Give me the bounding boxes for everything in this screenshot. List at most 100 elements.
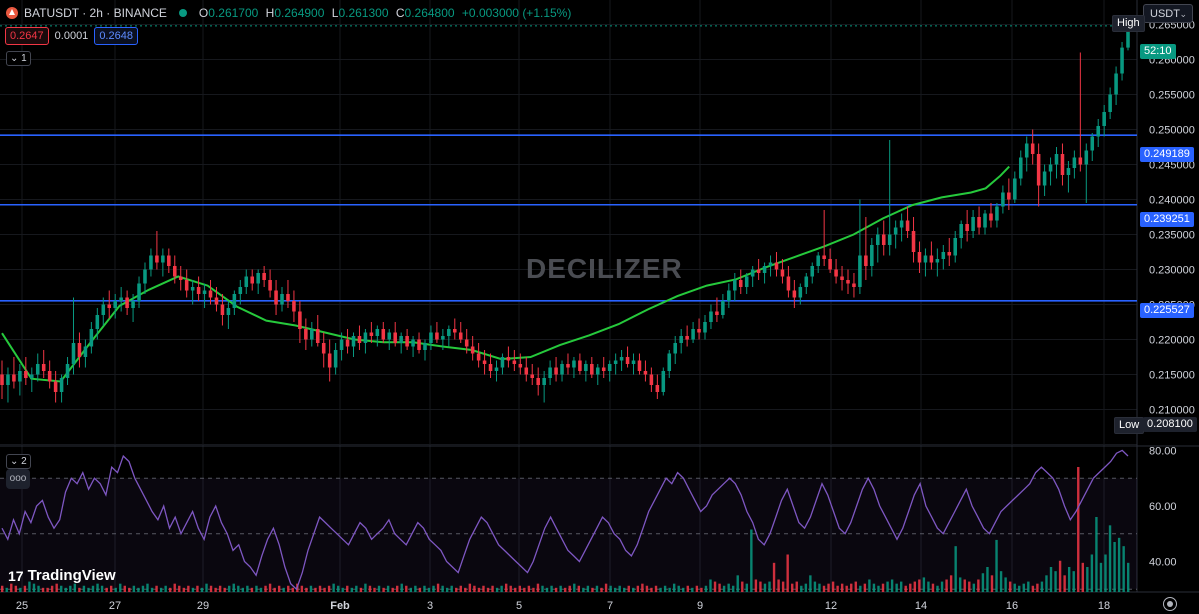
volume-bar: [259, 587, 263, 592]
volume-bar: [1004, 577, 1007, 592]
time-tick-label: 7: [607, 600, 613, 612]
volume-bar: [541, 585, 544, 592]
volume-bar: [791, 583, 794, 592]
candle-body: [983, 213, 987, 228]
volume-bar: [840, 583, 844, 592]
volume-bar: [305, 587, 308, 592]
candle-body: [1013, 178, 1017, 200]
time-tick-label: 25: [16, 600, 28, 612]
volume-bar: [1108, 525, 1112, 592]
volume-bar: [654, 585, 658, 592]
candle-body: [274, 290, 278, 305]
volume-bar: [641, 583, 644, 592]
volume-bar: [323, 587, 326, 592]
candle-body: [1007, 192, 1011, 200]
volume-bar: [800, 585, 803, 592]
volume-bar: [623, 587, 626, 592]
volume-bar: [1027, 581, 1030, 592]
price-axis[interactable]: 0.2100000.2150000.2200000.2250000.230000…: [1149, 20, 1195, 417]
volume-bar: [445, 587, 449, 592]
volume-bar: [287, 585, 290, 592]
volume-bar: [500, 585, 503, 592]
candle-body: [345, 339, 350, 347]
volume-bar: [532, 587, 535, 592]
volume-bar: [804, 583, 808, 592]
candle-body: [304, 329, 308, 340]
volume-bar: [214, 587, 217, 592]
volume-bar: [777, 579, 780, 592]
candle-body: [685, 336, 689, 340]
high-label: H: [265, 6, 275, 20]
volume-bar: [518, 585, 521, 592]
candle-body: [989, 213, 993, 221]
volume-bar: [659, 587, 662, 592]
volume-bar: [450, 585, 453, 592]
candle-body: [238, 287, 243, 294]
symbol-line[interactable]: BATUSDT · 2h · BINANCE: [24, 6, 167, 20]
candle-body: [423, 343, 427, 350]
candle-body: [453, 329, 457, 333]
volume-bar: [618, 585, 621, 592]
volume-bar: [359, 587, 363, 592]
volume-bar: [473, 585, 476, 592]
volume-bar: [237, 585, 240, 592]
candle-body: [83, 346, 88, 357]
main-pane-toggle[interactable]: ⌄ 1: [6, 51, 31, 66]
volume-bar: [246, 585, 249, 592]
volume-bar: [709, 579, 712, 592]
open-value: 0.261700: [208, 6, 259, 20]
volume-bar: [949, 575, 953, 592]
volume-bar: [486, 587, 490, 592]
buy-button[interactable]: 0.2648: [94, 27, 138, 45]
volume-bar: [455, 587, 458, 592]
volume-bar: [137, 587, 140, 592]
volume-bar: [836, 585, 839, 592]
level-tag-3[interactable]: 0.225527: [1140, 303, 1194, 318]
volume-bar: [586, 585, 590, 592]
candle-body: [107, 304, 112, 308]
candle-body: [172, 266, 177, 277]
volume-bar: [1063, 575, 1066, 592]
symbol-legend[interactable]: BATUSDT · 2h · BINANCE O0.261700 H0.2649…: [6, 6, 575, 20]
candle-body: [202, 290, 207, 294]
volume-bar: [727, 583, 730, 592]
volume-bar: [781, 581, 785, 592]
candle-body: [119, 297, 123, 301]
horizontal-levels[interactable]: [0, 25, 1137, 302]
price-tick-label: 0.220000: [1149, 335, 1195, 347]
volume-bar: [28, 581, 31, 592]
candle-body: [1108, 94, 1112, 112]
volume-bar: [718, 583, 721, 592]
candle-body: [738, 280, 743, 287]
more-options-button[interactable]: ooo: [6, 469, 30, 489]
volume-bar: [523, 587, 526, 592]
candle-body: [1048, 164, 1053, 172]
rsi-pane-toggle[interactable]: ⌄ 2: [6, 454, 31, 469]
volume-bar: [1081, 562, 1084, 592]
candle-body: [887, 234, 892, 245]
volume-bar: [954, 546, 957, 592]
volume-bar: [14, 585, 18, 592]
level-tag-1[interactable]: 0.249189: [1140, 147, 1194, 162]
currency-select[interactable]: USDT ⌄: [1143, 4, 1193, 23]
settings-icon[interactable]: [1163, 597, 1177, 611]
candle-body: [631, 360, 636, 364]
candle-body: [369, 332, 374, 336]
volume-bar: [300, 585, 304, 592]
volume-bar: [968, 581, 971, 592]
level-tag-2[interactable]: 0.239251: [1140, 212, 1194, 227]
volume-bar: [350, 587, 354, 592]
candle-body: [601, 367, 606, 371]
time-axis[interactable]: 25 27 29 Feb 3 5 7 9 12 14 16 18: [16, 600, 1110, 612]
change-value: +0.003000 (+1.15%): [461, 6, 572, 20]
volume-bar: [1049, 567, 1053, 592]
tradingview-logo[interactable]: 17 TradingView: [8, 567, 116, 584]
candle-body: [536, 378, 540, 385]
chevron-down-icon: ⌄: [1179, 9, 1187, 19]
volume-bar: [69, 585, 72, 592]
sell-button[interactable]: 0.2647: [5, 27, 49, 45]
tradingview-logo-mark: 17: [8, 567, 24, 584]
candle-body: [947, 252, 952, 256]
close-label: C: [395, 6, 405, 20]
